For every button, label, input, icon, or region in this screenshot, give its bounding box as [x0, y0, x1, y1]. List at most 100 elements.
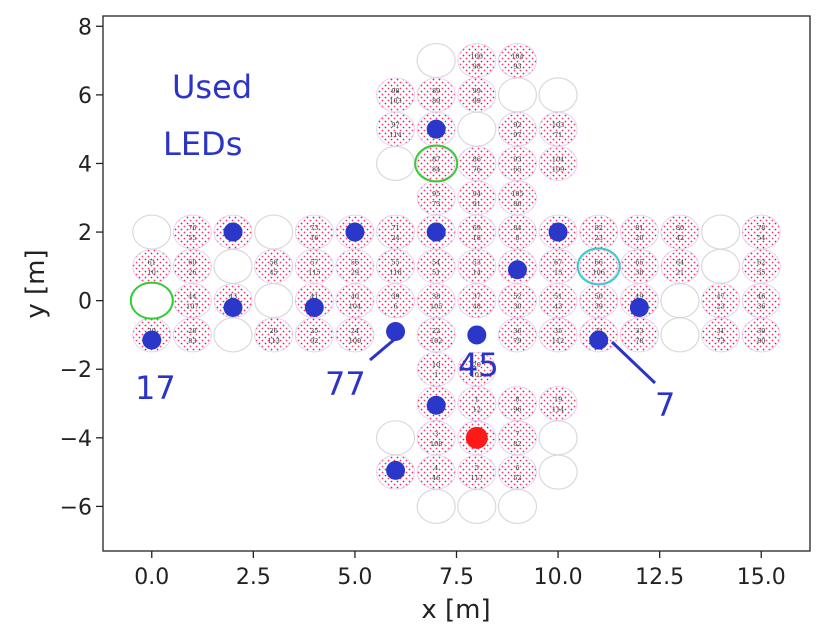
empty-site	[213, 317, 253, 353]
used-led-marker	[426, 119, 446, 139]
led-site-label-top: 56	[351, 258, 359, 266]
led-sites: 1009810493981038989999997114929710371878…	[132, 42, 781, 525]
y-tick-label: 2	[78, 221, 92, 246]
led-site-label-top: 54	[432, 258, 440, 266]
led-site	[457, 454, 497, 490]
y-tick-label: −6	[60, 495, 92, 520]
led-site-label-bottom: 113	[267, 337, 279, 345]
led-site-label-top: 46	[757, 293, 765, 301]
led-site-label-top: 1	[475, 396, 479, 404]
led-site	[660, 248, 700, 284]
led-site-label-bottom: 118	[389, 268, 401, 276]
led-site-label-bottom: 39	[595, 303, 603, 311]
led-site-label-bottom: 97	[513, 131, 521, 139]
led-site-label-top: 6	[515, 464, 519, 472]
led-site-label-top: 62	[757, 258, 765, 266]
y-tick-label: −4	[60, 427, 92, 452]
used-led-marker	[548, 222, 568, 242]
annotation-line-77	[369, 331, 403, 362]
led-site-label-bottom: 29	[351, 268, 359, 276]
led-site	[498, 43, 537, 78]
led-site-label-top: 58	[270, 258, 278, 266]
led-site-label-top: 19	[554, 396, 562, 404]
empty-site	[538, 77, 578, 113]
x-tick-label: 10.0	[534, 565, 583, 590]
led-site	[498, 317, 537, 353]
led-site-label-bottom: 1	[434, 371, 438, 379]
led-site-label-bottom: 93	[513, 63, 521, 71]
led-site-label-top: 81	[635, 224, 643, 232]
led-site-label-top: 61	[148, 258, 156, 266]
led-site-label-top: 65	[635, 258, 643, 266]
led-site	[294, 317, 334, 353]
led-site-label-bottom: 79	[513, 337, 521, 345]
y-axis-label: y [m]	[21, 249, 51, 318]
led-site-label-top: 55	[391, 258, 399, 266]
led-site-label-top: 5	[475, 464, 479, 472]
led-site-label-top: 33	[635, 327, 643, 335]
led-site-label-top: 78	[757, 224, 765, 232]
led-site-label-top: 82	[595, 224, 603, 232]
led-site-label-bottom: 13	[554, 268, 562, 276]
led-site-label-bottom: 8	[515, 234, 519, 242]
led-site-label-top: 20	[473, 361, 481, 369]
led-site-label-bottom: 16	[310, 234, 318, 242]
used-led-marker	[589, 330, 609, 350]
led-site	[741, 317, 781, 353]
used-led-marker	[304, 298, 324, 318]
led-site-label-top: 44	[188, 293, 196, 301]
annotation-line-7	[610, 340, 657, 385]
led-site-label-top: 100	[471, 53, 483, 61]
led-site-label-bottom: 102	[430, 337, 442, 345]
led-site-label-top: 95	[432, 190, 440, 198]
led-site-label-top: 57	[310, 258, 318, 266]
led-site-label-top: 25	[310, 327, 318, 335]
led-site-label-top: 47	[716, 293, 724, 301]
led-site-label-bottom: 84	[432, 165, 440, 173]
led-site-label-top: 69	[473, 224, 481, 232]
led-site-label-bottom: 78	[635, 337, 643, 345]
led-site-label-top: 89	[432, 87, 440, 95]
used-leds-title-line2: LEDs	[163, 125, 242, 163]
led-site-label-bottom: 35	[757, 268, 765, 276]
used-led-marker	[223, 222, 243, 242]
annotation-7: 7	[655, 386, 675, 424]
led-site-label-bottom: 52	[513, 474, 521, 482]
x-tick-label: 15.0	[737, 565, 786, 590]
empty-site	[416, 42, 456, 79]
led-site-label-bottom: 65	[513, 165, 521, 173]
x-axis-label: x [m]	[421, 595, 490, 625]
led-site-label-top: 35	[554, 327, 562, 335]
led-site-label-top: 73	[310, 224, 318, 232]
empty-site	[213, 248, 253, 284]
led-site-label-bottom: 112	[552, 337, 564, 345]
led-site-label-top: 84	[513, 224, 521, 232]
led-site-label-top: 49	[635, 293, 643, 301]
led-site-label-bottom: 91	[473, 200, 481, 208]
led-site-label-bottom: 10	[148, 268, 156, 276]
led-site-label-bottom: 42	[676, 234, 684, 242]
led-site-label-top: 66	[595, 258, 603, 266]
led-site-label-bottom: 73	[716, 337, 724, 345]
x-tick-label: 0.0	[134, 565, 169, 590]
led-site-label-bottom: 23	[595, 234, 603, 242]
led-site-label-bottom: 20	[635, 234, 643, 242]
led-site-label-bottom: 82	[513, 440, 521, 448]
led-site-label-top: 39	[391, 293, 399, 301]
y-tick-label: 6	[78, 84, 92, 109]
led-site-label-bottom: 43	[554, 303, 562, 311]
led-site-label-bottom: 114	[389, 131, 401, 139]
led-site-label-top: 4	[434, 464, 438, 472]
led-site-label-bottom: 107	[186, 303, 198, 311]
y-ticks: −6 −4 −2 0 2 4 6 8	[60, 15, 103, 520]
led-site-label-bottom: 106	[593, 268, 605, 276]
led-site-label-bottom: 12	[473, 406, 481, 414]
led-site-label-top: 64	[676, 258, 684, 266]
led-site	[254, 317, 294, 353]
highlight-rings	[129, 144, 621, 320]
used-led-marker	[426, 222, 446, 242]
empty-site	[132, 214, 172, 250]
empty-site	[701, 214, 741, 250]
led-site-label-bottom: 71	[554, 131, 562, 139]
x-tick-label: 12.5	[635, 565, 684, 590]
